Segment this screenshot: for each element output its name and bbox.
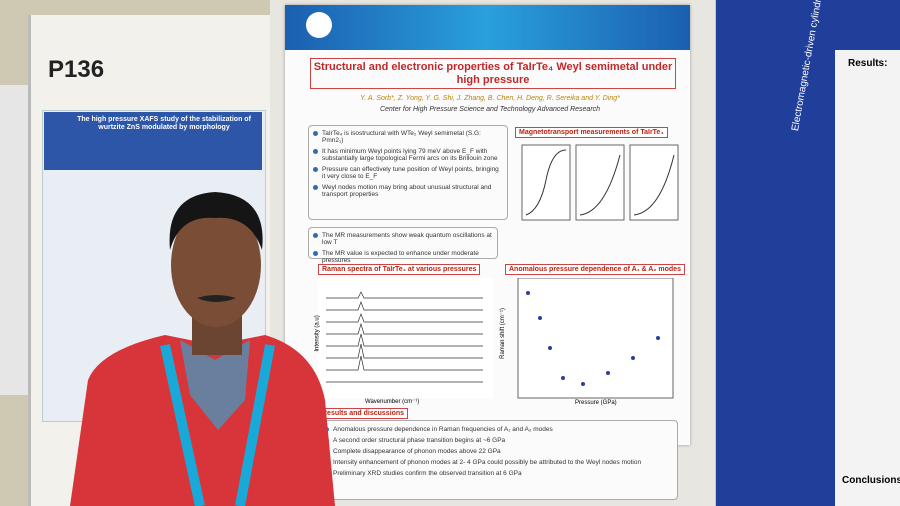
side-poster bbox=[0, 85, 28, 395]
bullet-text: The MR value is expected to enhance unde… bbox=[313, 250, 493, 264]
axis-label: Pressure (GPa) bbox=[575, 400, 617, 406]
result-plots bbox=[318, 278, 674, 399]
bullet-text: Pressure can effectively tune position o… bbox=[313, 166, 503, 180]
poster-affiliation: Center for High Pressure Science and Tec… bbox=[379, 106, 601, 113]
section-title: Raman spectra of TaIrTe₄ at various pres… bbox=[318, 264, 481, 275]
results-box: Anomalous pressure dependence in Raman f… bbox=[318, 420, 678, 500]
left-poster-header bbox=[44, 112, 262, 170]
section-title: Magnetotransport measurements of TaIrTe₄ bbox=[515, 127, 668, 138]
logo bbox=[306, 12, 332, 38]
axis-label: Wavenumber (cm⁻¹) bbox=[365, 399, 420, 405]
poster-header-band bbox=[285, 5, 690, 50]
poster-authors: Y. A. Sorb*, Z. Yong, Y. G. Shi, J. Zhan… bbox=[360, 95, 620, 102]
mr-box: The MR measurements show weak quantum os… bbox=[308, 227, 498, 264]
intro-box: TaIrTe₄ is isostructural with WTe₂ Weyl … bbox=[308, 125, 508, 220]
board-label: P136 bbox=[48, 56, 105, 83]
magneto-plots bbox=[521, 144, 679, 221]
poster-title: Structural and electronic properties of … bbox=[310, 58, 676, 90]
bullet-text: TaIrTe₄ is isostructural with WTe₂ Weyl … bbox=[313, 130, 503, 144]
bullet-text: Weyl nodes motion may bring about unusua… bbox=[313, 184, 503, 198]
right-conclusions: Conclusions: bbox=[842, 475, 900, 486]
bullet-text: The MR measurements show weak quantum os… bbox=[313, 232, 493, 246]
bullet-text: It has minimum Weyl points lying 79 meV … bbox=[313, 148, 503, 162]
right-results: Results: bbox=[848, 58, 888, 69]
right-poster-body bbox=[835, 50, 900, 506]
section-title: Anomalous pressure dependence of A₁ & A₂… bbox=[505, 264, 685, 275]
left-poster-title: The high pressure XAFS study of the stab… bbox=[77, 116, 251, 132]
